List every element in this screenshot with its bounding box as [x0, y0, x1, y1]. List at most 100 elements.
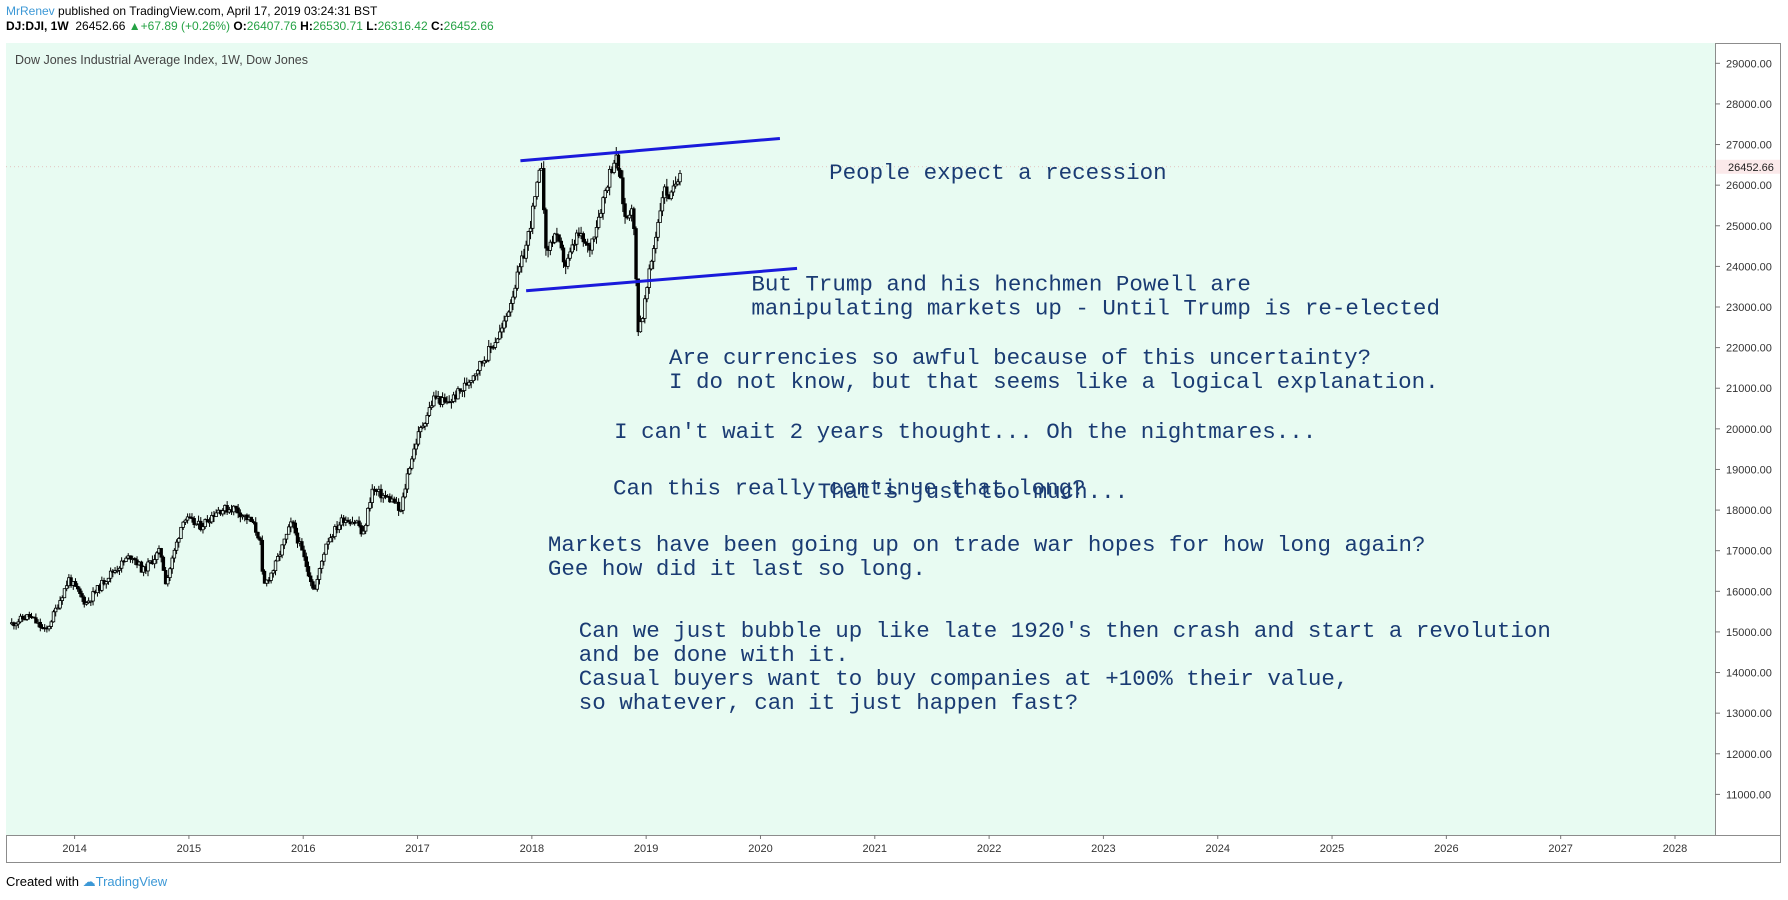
candle [634, 228, 638, 280]
candle [599, 212, 603, 218]
candle [410, 458, 414, 469]
candle [260, 539, 265, 572]
candle [671, 185, 676, 193]
y-tick-label: 22000.00 [1726, 343, 1772, 355]
candle [399, 509, 403, 512]
candle [476, 370, 480, 375]
candle [104, 581, 108, 585]
candle [531, 205, 535, 229]
candle [207, 521, 212, 524]
tradingview-link[interactable]: TradingView [95, 874, 168, 889]
candle [469, 380, 473, 383]
candle [366, 507, 370, 526]
candle [449, 400, 454, 403]
annotation-line: Can this really continue that long? [613, 476, 1086, 502]
candle [291, 521, 295, 524]
candle [201, 526, 205, 531]
candles-group [10, 147, 682, 633]
candle [271, 570, 276, 574]
high-value: 26530.71 [312, 19, 363, 33]
candle [256, 531, 260, 539]
annotation-text: Are currencies so awful because of this … [669, 345, 1439, 395]
x-tick-label: 2015 [177, 843, 201, 855]
candle [640, 318, 645, 323]
candle [62, 588, 67, 599]
candle [78, 588, 82, 594]
candle [276, 556, 280, 562]
candle [561, 247, 566, 263]
x-tick-label: 2025 [1320, 843, 1344, 855]
candle [557, 234, 561, 242]
chart-title: Dow Jones Industrial Average Index, 1W, … [15, 53, 308, 67]
price-change: +67.89 (+0.26%) [140, 19, 231, 33]
y-tick-label: 23000.00 [1726, 302, 1772, 314]
candle [357, 520, 361, 527]
annotation-text: Markets have been going up on trade war … [548, 532, 1426, 582]
candle [100, 580, 104, 591]
annotation-text: But Trump and his henchmen Powell are man… [751, 271, 1440, 321]
candle [570, 244, 574, 253]
candle [194, 523, 199, 526]
x-tick-label: 2018 [520, 843, 544, 855]
candle [326, 541, 330, 545]
candle [581, 233, 585, 243]
author-link[interactable]: MrRenev [6, 4, 55, 18]
candle [117, 567, 122, 571]
x-tick-label: 2021 [863, 843, 887, 855]
candle [251, 521, 256, 524]
annotation-line: and be done with it. [579, 642, 849, 668]
up-triangle-icon: ▲ [128, 19, 141, 33]
x-tick-label: 2027 [1548, 843, 1572, 855]
candle [73, 581, 78, 587]
candle [174, 541, 179, 551]
candle [656, 221, 660, 238]
candle [293, 522, 298, 534]
candle [643, 298, 647, 319]
candle [596, 216, 601, 228]
candle [416, 431, 421, 445]
created-with-label: Created with [6, 874, 79, 889]
annotation-line: I do not know, but that seems like a log… [669, 369, 1439, 395]
candle [119, 560, 124, 569]
candle [460, 390, 465, 392]
candle [27, 614, 32, 617]
y-tick-label: 29000.00 [1726, 58, 1772, 70]
candle [509, 303, 513, 313]
candle [49, 621, 53, 627]
tradingview-logo-icon: ☁ [82, 874, 96, 889]
candle [647, 268, 651, 288]
candle [478, 361, 482, 371]
candle [473, 373, 478, 377]
candle [177, 538, 181, 543]
y-tick-label: 18000.00 [1726, 505, 1772, 517]
candle [592, 236, 596, 240]
candle [379, 488, 383, 499]
candle [273, 560, 278, 572]
candle [232, 505, 236, 513]
candle [537, 169, 542, 183]
candle [585, 242, 590, 246]
publish-line: MrRenev published on TradingView.com, Ap… [6, 4, 494, 19]
candle [559, 240, 564, 249]
candle [346, 519, 350, 523]
candle [124, 557, 128, 562]
candle [471, 375, 476, 382]
candle [568, 251, 572, 259]
candle [168, 568, 172, 578]
y-tick-label: 19000.00 [1726, 464, 1772, 476]
candle [254, 522, 258, 533]
candle [80, 593, 84, 598]
annotation-text: Can this really continue that long? [613, 476, 1086, 502]
price-chart[interactable]: Dow Jones Industrial Average Index, 1W, … [6, 43, 1781, 863]
chart-header: MrRenev published on TradingView.com, Ap… [6, 4, 494, 34]
candle [179, 526, 183, 539]
candle [185, 516, 190, 521]
candle [16, 621, 21, 625]
candle [407, 467, 412, 475]
y-tick-label: 17000.00 [1726, 546, 1772, 558]
candle [161, 556, 166, 571]
candle [443, 397, 447, 403]
x-tick-label: 2014 [62, 843, 86, 855]
y-tick-label: 11000.00 [1726, 789, 1771, 801]
candle [238, 512, 243, 518]
